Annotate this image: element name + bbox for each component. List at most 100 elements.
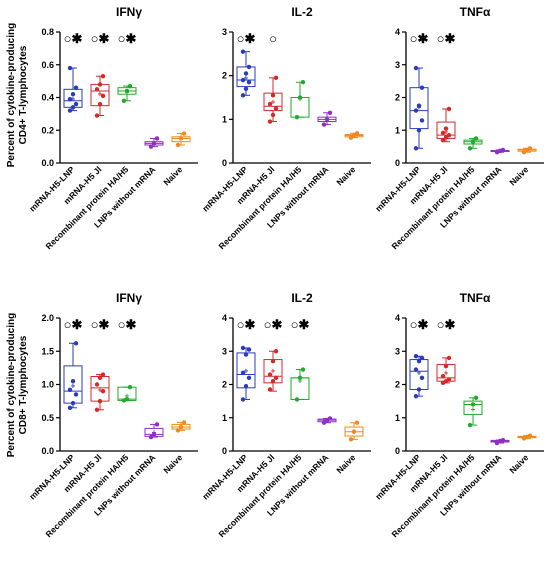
mean-marker: + (417, 368, 422, 377)
data-point (273, 106, 279, 111)
data-point (467, 146, 473, 151)
y-tick-label: 0.6 (41, 60, 54, 70)
data-point (73, 85, 79, 90)
data-point (246, 347, 252, 352)
mean-marker: + (98, 385, 103, 394)
data-point (354, 131, 360, 136)
significance-marker: ○✱ (64, 317, 83, 332)
data-point (267, 387, 273, 392)
data-point (67, 96, 73, 102)
y-tick-label: 4 (395, 313, 400, 323)
data-point (443, 126, 449, 131)
data-point (273, 75, 279, 81)
data-point (500, 147, 506, 153)
category-label: mRNA-H5-LNP (373, 452, 422, 501)
category-label: mRNA-H5-LNP (27, 164, 76, 213)
y-tick-label: 1.5 (41, 346, 54, 356)
data-point (294, 397, 300, 402)
data-point (446, 355, 452, 361)
data-point (351, 429, 357, 434)
panel-title: IL-2 (291, 291, 313, 305)
data-point (473, 136, 479, 141)
data-point (521, 149, 527, 155)
data-point (440, 137, 446, 143)
data-point (73, 392, 79, 397)
data-point (416, 387, 422, 392)
significance-marker: ○✱ (410, 31, 429, 46)
data-point (348, 437, 354, 442)
y-tick-label: 1 (222, 114, 227, 124)
data-point (416, 128, 422, 133)
data-point (94, 87, 100, 92)
significance-marker: ○✱ (264, 317, 283, 332)
data-point (100, 74, 106, 79)
panel-0: IFNγ0.00.20.40.60.8+○✱mRNA-H5-LNP+○✱mRNA… (27, 5, 198, 251)
significance-marker: ○✱ (118, 31, 137, 46)
category-label: mRNA-H5-LNP (200, 164, 249, 213)
data-point (419, 355, 425, 361)
data-point (419, 85, 425, 90)
data-point (413, 65, 419, 71)
data-point (67, 405, 73, 410)
significance-marker: ○ (269, 31, 277, 46)
data-point (419, 375, 425, 381)
significance-marker: ○✱ (291, 317, 310, 332)
data-point (151, 141, 157, 146)
data-point (416, 359, 422, 364)
data-point (416, 103, 422, 108)
data-point (154, 136, 160, 141)
data-point (181, 131, 187, 136)
data-point (413, 354, 419, 359)
category-label: mRNA-H5-LNP (373, 164, 422, 213)
data-point (327, 110, 333, 115)
data-point (297, 375, 303, 381)
data-point (270, 378, 276, 384)
data-point (267, 119, 273, 124)
data-point (327, 416, 333, 421)
category-label: Naive (161, 452, 184, 475)
data-point (243, 383, 249, 389)
data-point (181, 420, 187, 425)
data-point (240, 77, 246, 83)
category-label: mRNA-H5-LNP (200, 452, 249, 501)
category-label: mRNA-H5-LNP (27, 452, 76, 501)
data-point (419, 118, 425, 123)
data-point (124, 396, 130, 402)
category-label: Naive (161, 164, 184, 187)
y-tick-label: 2 (395, 380, 400, 390)
data-point (100, 388, 106, 394)
data-point (446, 377, 452, 382)
data-point (246, 375, 252, 381)
y-tick-label: 0.8 (41, 27, 54, 37)
data-point (67, 65, 73, 71)
data-point (100, 93, 106, 99)
mean-marker: + (125, 391, 130, 400)
data-point (413, 367, 419, 372)
y-tick-label: 3 (395, 60, 400, 70)
data-point (413, 108, 419, 113)
panel-title: IFNγ (116, 291, 142, 305)
data-point (97, 375, 103, 381)
data-point (294, 114, 300, 120)
panel-title: IL-2 (291, 5, 313, 19)
significance-marker: ○✱ (410, 317, 429, 332)
ylabel-top-line1: Percent of cytokine-producing (6, 23, 17, 167)
data-point (73, 101, 79, 107)
data-point (321, 122, 327, 127)
panels: IFNγ 0.0 0.2 0.4 0.6 0.8 + ○✱ mRNA-H5-LNP + ○✱ mRNA… (27, 5, 544, 539)
data-point (470, 402, 476, 407)
data-point (94, 113, 100, 118)
data-point (243, 71, 249, 76)
y-tick-label: 0.5 (41, 413, 54, 423)
data-point (151, 432, 157, 437)
significance-marker: ○✱ (91, 31, 110, 46)
significance-marker: ○✱ (64, 31, 83, 46)
mean-marker: + (444, 368, 449, 377)
data-point (413, 146, 419, 151)
box (463, 400, 483, 415)
y-tick-label: 0 (222, 446, 227, 456)
category-label: Naive (334, 452, 357, 475)
data-point (67, 387, 73, 393)
